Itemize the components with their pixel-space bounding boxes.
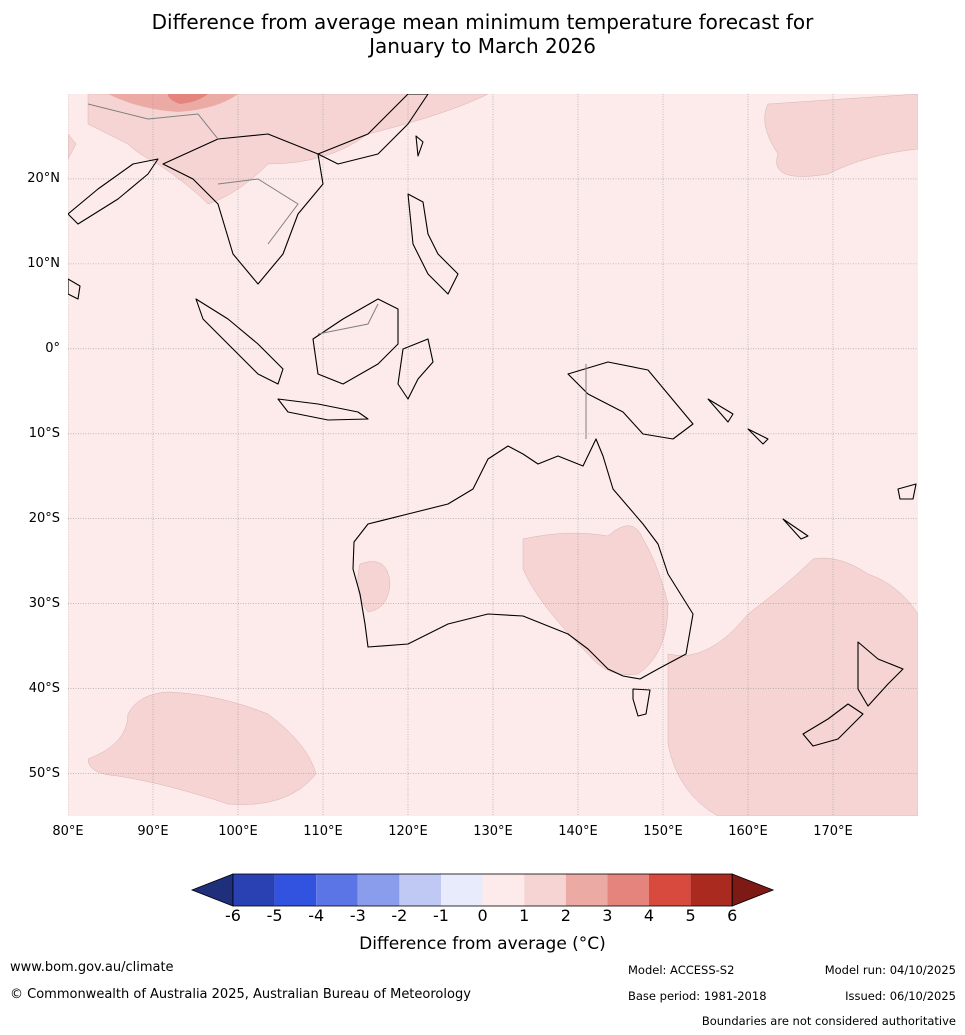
colorbar-graphic [190,873,775,907]
border-indochina [217,178,299,245]
longitude-label: 160°E [728,824,768,839]
anomaly-region-himalaya [108,94,238,112]
coast-indochina [162,133,324,285]
colorbar-tick-label: -5 [266,906,283,925]
colorbar-tick-label: 1 [519,906,530,925]
coast-china [317,94,429,165]
colorbar-segment [441,874,483,906]
forecast-map [68,94,918,816]
colorbar-tick-label: -3 [349,906,366,925]
colorbar-segment [607,874,649,906]
colorbar-extend-high [731,873,775,907]
footer-copyright: © Commonwealth of Australia 2025, Austra… [10,987,471,1002]
longitude-label: 100°E [218,824,258,839]
latitude-label: 30°S [28,595,60,611]
anomaly-region-far-left [68,133,77,160]
footer-base-period: Base period: 1981-2018 [628,989,767,1003]
coast-new-zealand-north [857,641,904,707]
political-boundaries [87,103,587,439]
coast-philippines [407,193,459,295]
colorbar-tick-label: 6 [727,906,738,925]
colorbar-tick-label: 5 [685,906,696,925]
border-borneo [317,303,379,335]
longitude-label: 120°E [388,824,428,839]
coast-sumatra [195,298,284,385]
colorbar-tick-label: 0 [477,906,488,925]
coast-sri-lanka [68,278,81,300]
anomaly-region-north-pacific [764,94,918,177]
graticule [68,94,918,816]
coast-tasmania [632,688,651,717]
map-title: Difference from average mean minimum tem… [0,10,965,58]
coast-new-caledonia [782,518,809,540]
anomaly-region-southwest-pacific [667,557,918,816]
anomaly-region-southern-ocean [87,691,317,805]
coast-taiwan [415,135,424,157]
footer-url[interactable]: www.bom.gov.au/climate [10,960,174,975]
coast-australia [352,438,694,680]
latitude-label: 10°S [28,425,60,441]
coast-fiji [897,483,917,500]
longitude-label: 140°E [558,824,598,839]
coast-borneo [312,298,399,385]
footer-model-run: Model run: 04/10/2025 [824,963,956,977]
footer-model: Model: ACCESS-S2 [628,963,735,977]
colorbar [190,873,775,911]
colorbar-tick-label: -4 [308,906,325,925]
colorbar-extend-low [190,873,234,907]
border-india-china [87,103,219,140]
colorbar-tick-label: -6 [225,906,241,925]
colorbar-tick-label: -2 [391,906,408,925]
colorbar-frame [232,873,733,907]
coast-new-guinea [567,361,694,440]
colorbar-segment [565,874,608,906]
colorbar-segment [524,874,566,906]
coast-sulawesi [397,338,434,400]
colorbar-segment [649,874,691,906]
colorbar-segment [399,874,441,906]
latitude-label: 50°S [28,765,60,781]
coast-vanuatu [747,428,769,445]
map-canvas [68,94,918,816]
longitude-label: 80°E [52,824,84,839]
anomaly-shading-2to3 [108,94,238,112]
colorbar-segment [690,874,733,906]
longitude-label: 170°E [813,824,853,839]
colorbar-tick-label: 4 [643,906,655,925]
latitude-label: 40°S [28,680,60,696]
colorbar-tick-label: 2 [560,906,571,925]
footer-issued: Issued: 06/10/2025 [845,989,956,1003]
colorbar-tick-label: 3 [602,906,613,925]
anomaly-shading-3to4 [168,94,208,104]
longitude-label: 90°E [137,824,169,839]
coastlines [68,94,917,747]
longitude-label: 150°E [643,824,683,839]
colorbar-segment [482,874,525,906]
anomaly-region-tibet [168,94,208,104]
longitude-label: 110°E [303,824,343,839]
colorbar-segment [316,874,358,906]
latitude-label: 20°N [27,170,60,186]
coast-java [277,398,369,421]
latitude-label: 0° [45,340,60,356]
longitude-label: 130°E [473,824,513,839]
colorbar-segment [233,874,275,906]
latitude-label: 20°S [28,510,60,526]
title-line-1: Difference from average mean minimum tem… [151,10,814,34]
colorbar-segment [274,874,317,906]
coast-india [68,158,159,225]
colorbar-tick-label: -1 [433,906,449,925]
colorbar-label: Difference from average (°C) [359,934,606,954]
coast-solomons [707,398,734,423]
coast-new-zealand-south [802,703,864,747]
latitude-label: 10°N [27,255,60,271]
colorbar-segment [357,874,400,906]
footer-disclaimer: Boundaries are not considered authoritat… [701,1014,956,1028]
title-line-2: January to March 2026 [369,34,596,58]
anomaly-region-australia [522,525,669,676]
